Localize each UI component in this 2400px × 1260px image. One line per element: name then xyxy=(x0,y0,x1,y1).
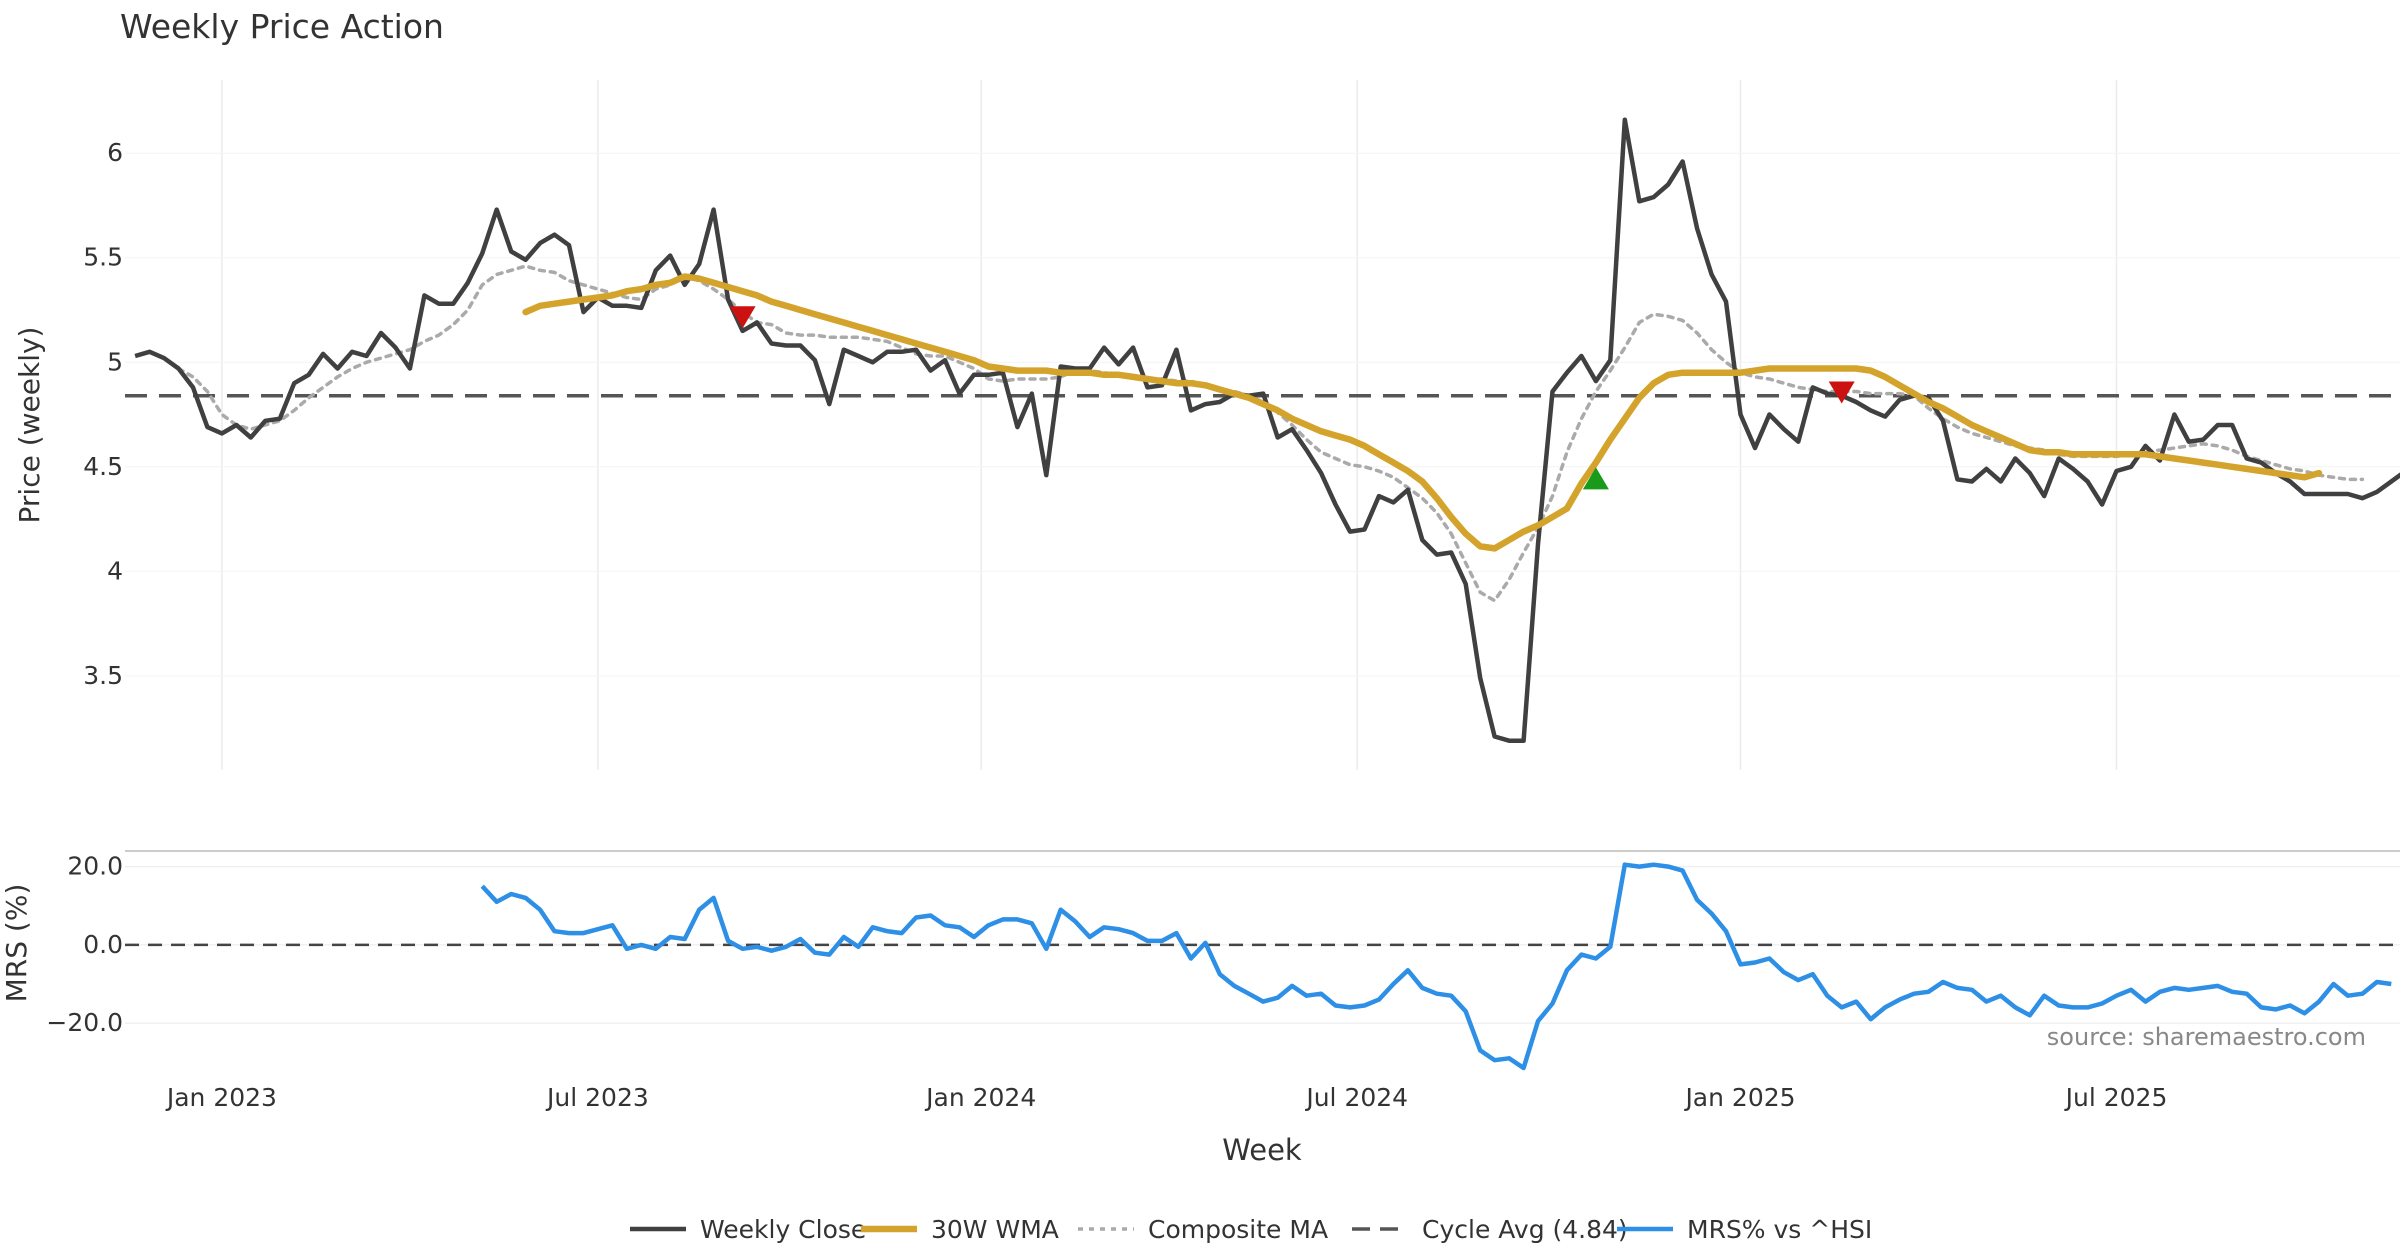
mrs-y-tick-labels: −20.0 0.0 20.0 xyxy=(46,852,123,1038)
signal-markers xyxy=(729,306,1855,490)
weekly-close-line xyxy=(134,117,2400,743)
composite-ma-line xyxy=(176,264,2365,603)
x-tick-label: Jul 2023 xyxy=(545,1083,649,1112)
chart-title: Weekly Price Action xyxy=(120,7,444,46)
legend: Weekly Close 30W WMA Composite MA Cycle Avg… xyxy=(630,1215,1872,1244)
legend-label-composite-ma: Composite MA xyxy=(1148,1215,1328,1244)
x-tick-label: Jul 2024 xyxy=(1304,1083,1408,1112)
x-tick-label: Jan 2025 xyxy=(1683,1083,1795,1112)
mrs-y-tick-label: 20.0 xyxy=(67,852,123,881)
x-tick-label: Jul 2025 xyxy=(2064,1083,2168,1112)
30w-wma-line xyxy=(522,273,2323,552)
sell-signal-marker xyxy=(729,306,756,329)
price-y-tick-label: 4 xyxy=(107,556,123,585)
price-series-group xyxy=(134,117,2400,743)
buy-signal-marker xyxy=(1582,467,1609,490)
price-y-tick-label: 3.5 xyxy=(83,661,123,690)
price-y-axis-label: Price (weekly) xyxy=(13,327,46,524)
sell-signal-marker xyxy=(1828,381,1855,404)
x-tick-labels: Jan 2023 Jul 2023 Jan 2024 Jul 2024 Jan 2025… xyxy=(165,1083,2168,1112)
price-y-tick-label: 5.5 xyxy=(83,243,123,272)
x-tick-label: Jan 2024 xyxy=(924,1083,1036,1112)
price-gridlines xyxy=(125,80,2400,770)
source-credit: source: sharemaestro.com xyxy=(2047,1023,2366,1051)
legend-label-30w-wma: 30W WMA xyxy=(931,1215,1059,1244)
mrs-series-group xyxy=(480,862,2392,1071)
price-y-tick-labels: 3.5 4 4.5 5 5.5 6 xyxy=(83,138,123,690)
mrs-line xyxy=(480,862,2392,1071)
legend-label-mrs-vs-hsi: MRS% vs ^HSI xyxy=(1687,1215,1872,1244)
mrs-y-tick-label: −20.0 xyxy=(46,1008,123,1037)
price-y-tick-label: 6 xyxy=(107,138,123,167)
mrs-y-axis-label: MRS (%) xyxy=(0,884,33,1003)
x-tick-label: Jan 2023 xyxy=(165,1083,277,1112)
price-y-tick-label: 4.5 xyxy=(83,452,123,481)
legend-label-cycle-avg-4-84: Cycle Avg (4.84) xyxy=(1422,1215,1628,1244)
mrs-y-tick-label: 0.0 xyxy=(83,930,123,959)
legend-label-weekly-close: Weekly Close xyxy=(700,1215,866,1244)
x-axis-label: Week xyxy=(1222,1133,1302,1167)
price-y-tick-label: 5 xyxy=(107,347,123,376)
